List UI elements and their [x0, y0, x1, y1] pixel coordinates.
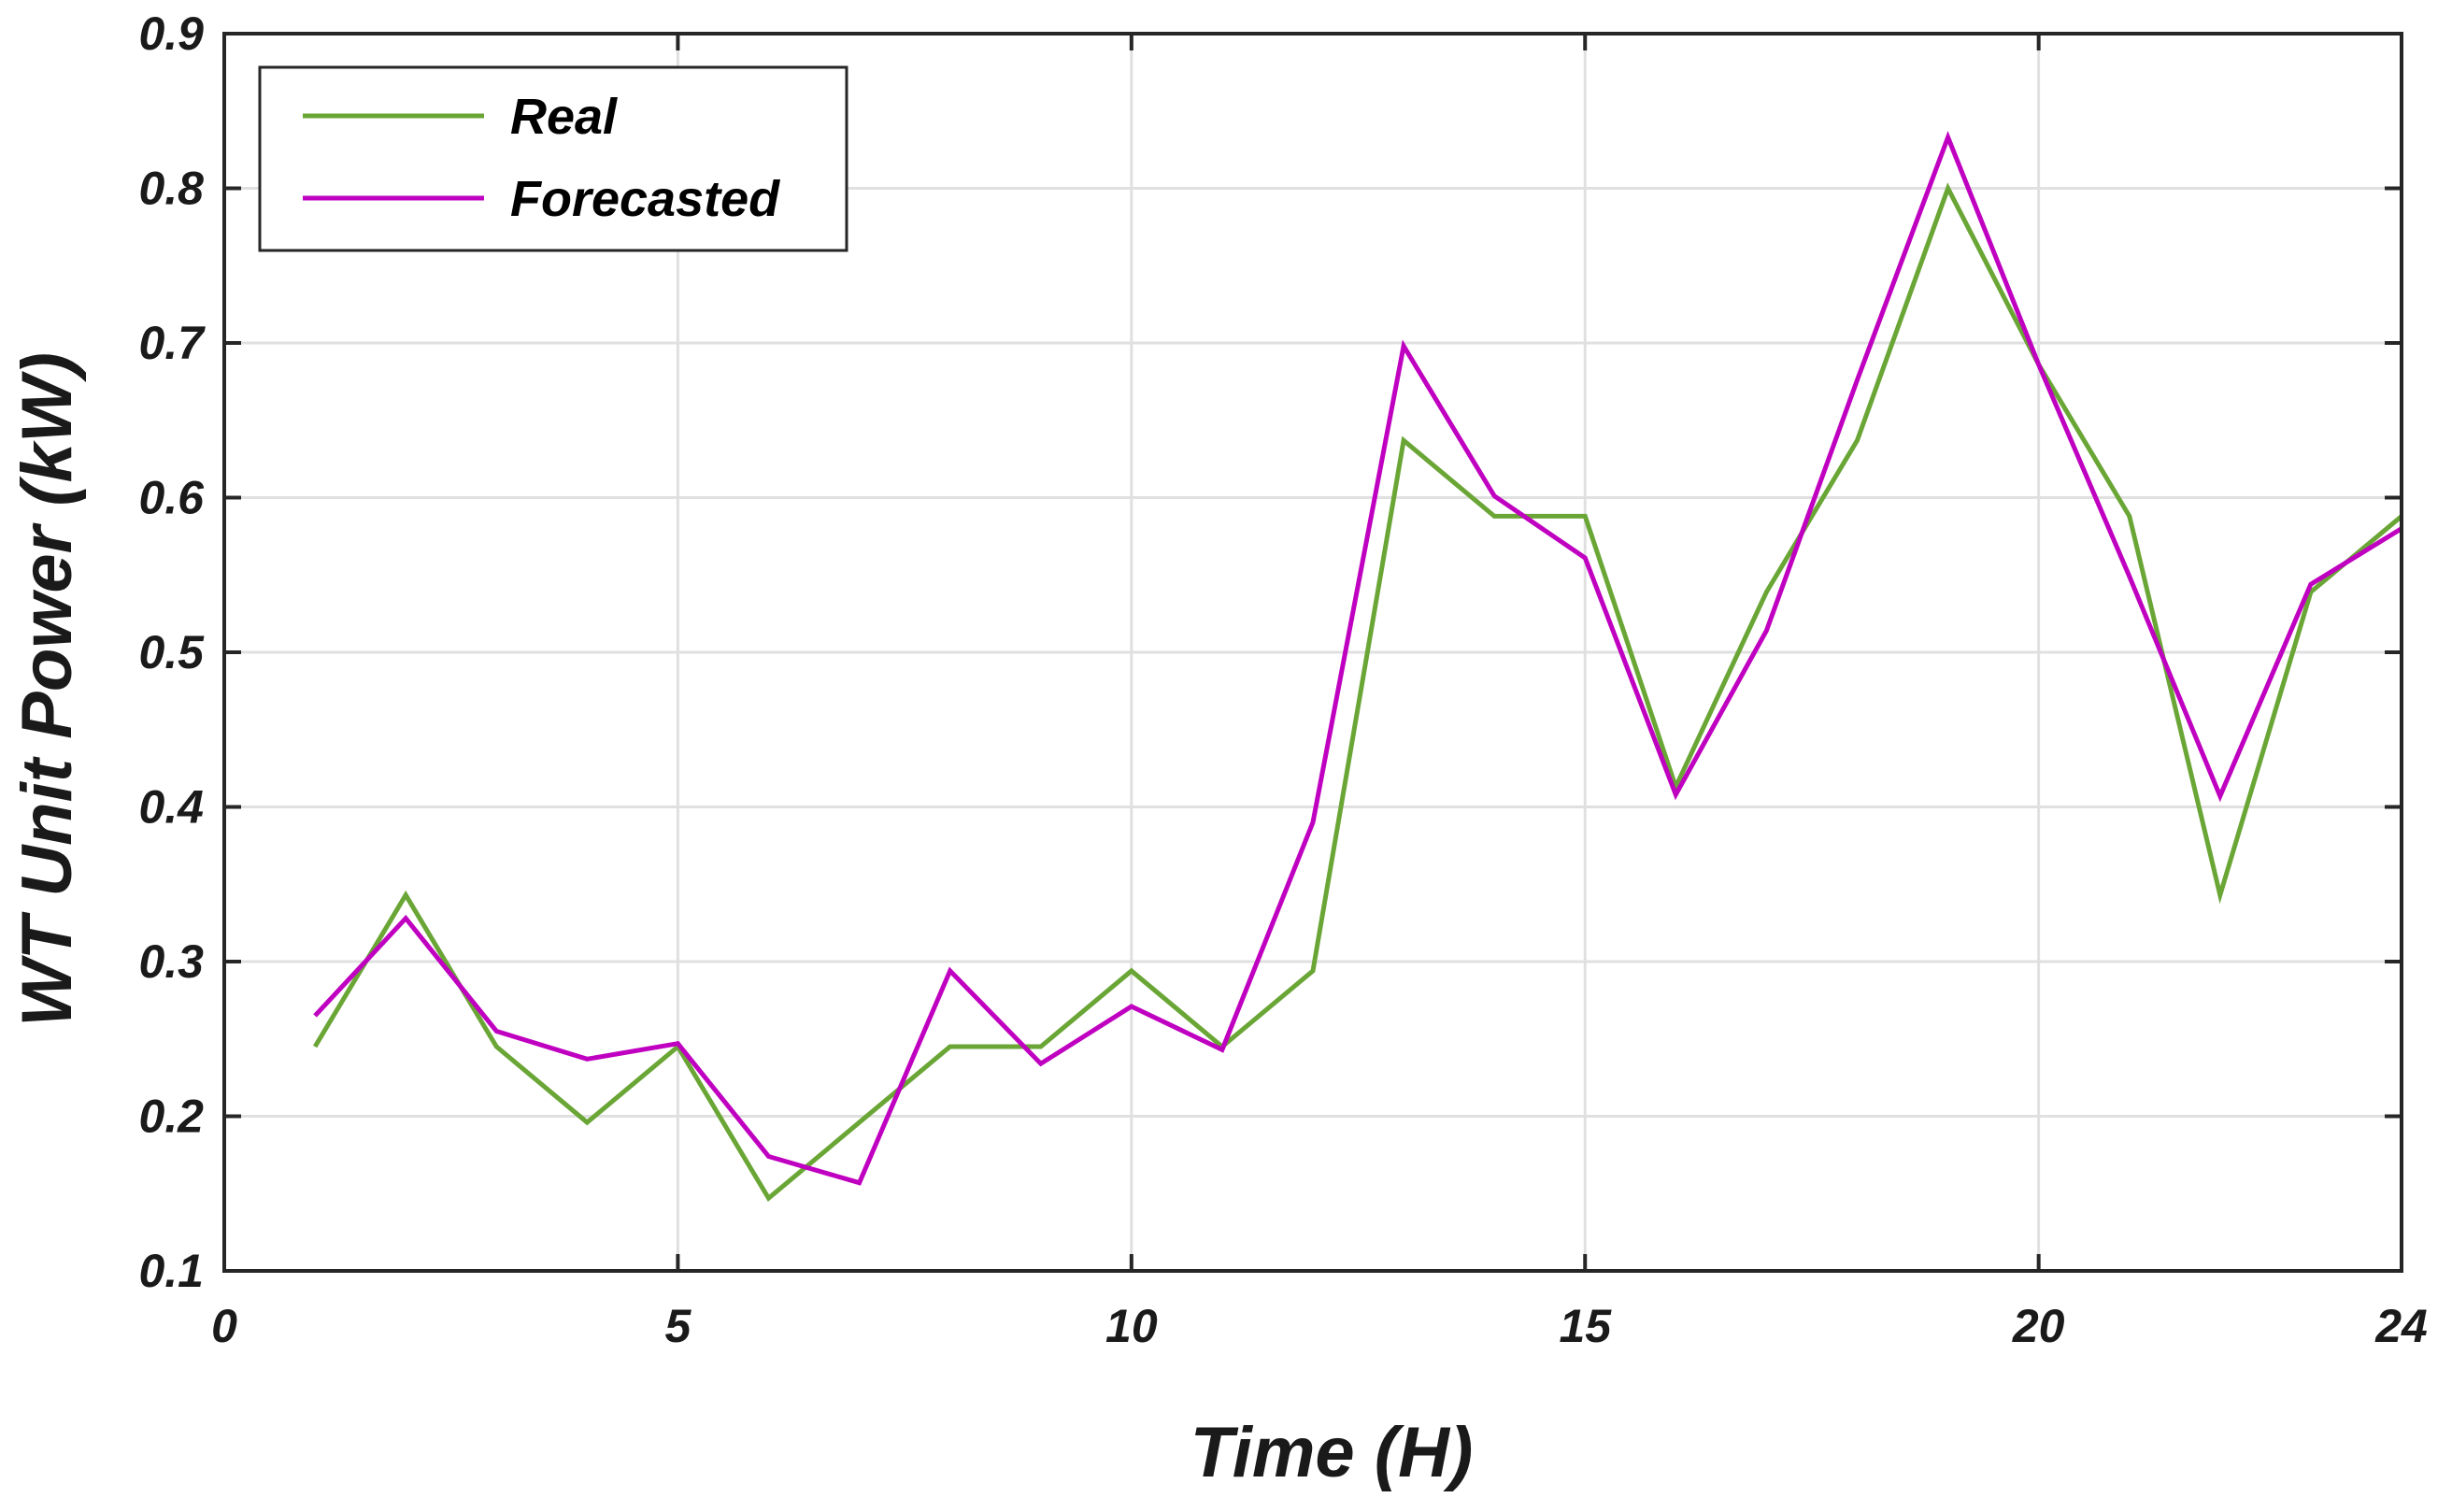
series-lines	[312, 130, 2403, 1202]
y-tick-label: 0.8	[138, 163, 204, 215]
x-tick-label: 5	[665, 1300, 692, 1352]
series-line-real	[312, 182, 2403, 1202]
y-tick-label: 0.9	[138, 7, 204, 60]
legend-box	[258, 65, 848, 252]
y-tick-label: 0.6	[138, 472, 205, 524]
y-tick-label: 0.1	[138, 1245, 204, 1297]
legend-label-real: Real	[510, 89, 618, 145]
y-tick-label: 0.3	[138, 935, 204, 988]
y-axis-title: WT Unit Power (kW)	[7, 352, 87, 1027]
y-tick-label: 0.2	[138, 1091, 204, 1143]
x-tick-label: 15	[1559, 1300, 1612, 1352]
axis-ticks: 0.1 0.2 0.3 0.4 0.5 0.6 0.7 0.8 0.9 0 5 10 15 20 24	[138, 7, 2427, 1352]
y-tick-label: 0.4	[138, 781, 204, 834]
x-tick-label: 0	[211, 1300, 237, 1352]
x-tick-label: 20	[2012, 1300, 2065, 1352]
series-line-forecasted	[313, 130, 2403, 1186]
x-tick-label: 24	[2374, 1300, 2428, 1352]
x-axis-title: Time (H)	[1190, 1413, 1474, 1492]
legend-label-forecasted: Forecasted	[510, 171, 780, 227]
y-tick-label: 0.7	[138, 317, 206, 369]
y-tick-label: 0.5	[138, 626, 205, 678]
x-tick-label: 10	[1105, 1300, 1158, 1352]
legend: Real Forecasted	[258, 65, 848, 252]
